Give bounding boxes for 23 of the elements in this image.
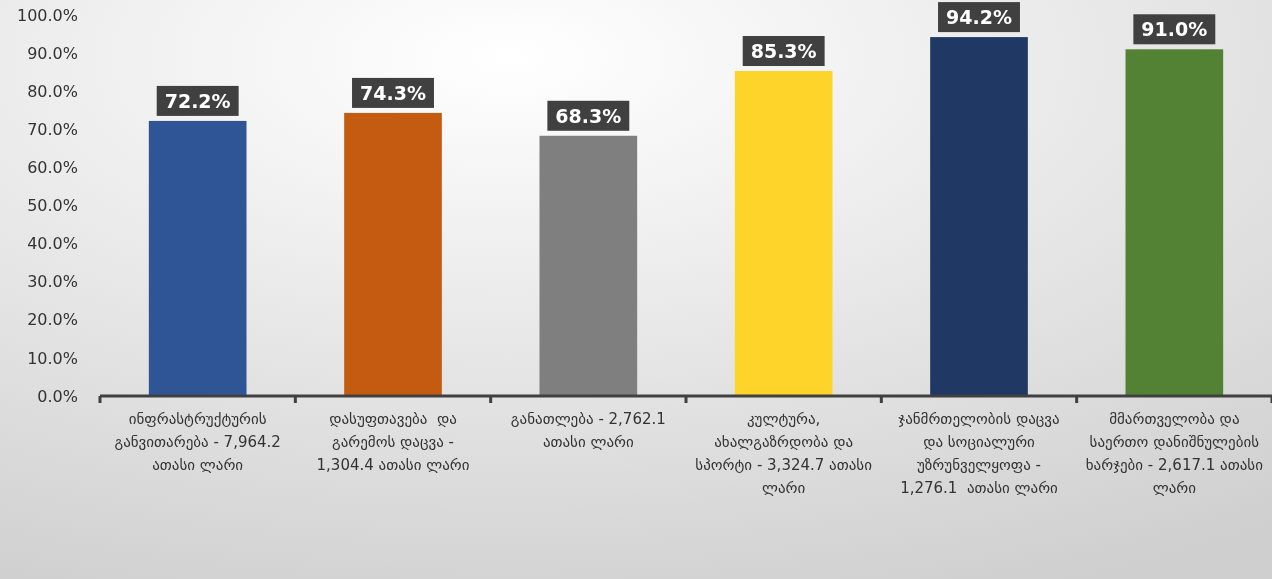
y-tick-label: 60.0%	[27, 158, 78, 178]
data-label: 94.2%	[946, 6, 1012, 29]
y-tick-label: 10.0%	[27, 348, 78, 368]
x-tick-label: ჯანმრთელობის დაცვა და სოციალური უზრუნველყოფა - 1,276.1 ათასი ლარი	[898, 410, 1060, 497]
y-tick-label: 0.0%	[37, 386, 78, 406]
y-tick-label: 50.0%	[27, 196, 78, 216]
data-label: 68.3%	[555, 104, 622, 127]
data-label: 74.3%	[360, 81, 426, 104]
y-tick-label: 40.0%	[27, 234, 78, 254]
y-tick-label: 90.0%	[27, 43, 78, 63]
y-tick-label: 20.0%	[27, 310, 78, 330]
x-tick-label: მმართველობა და საერთო დანიშნულების ხარჯები - 2,617.1 ათასი ლარი	[1085, 410, 1264, 497]
x-tick-label: ინფრასტრუქტურის განვითარება - 7,964.2 ათასი ლარი	[114, 410, 281, 474]
y-tick-label: 80.0%	[27, 81, 78, 101]
x-tick-label: კულტურა, ახალგაზრდობა და სპორტი - 3,324.7 ათასი ლარი	[695, 410, 873, 497]
x-tick-label: განათლება - 2,762.1 ათასი ლარი	[510, 410, 666, 451]
y-tick-label: 100.0%	[16, 5, 78, 25]
y-tick-label: 30.0%	[27, 272, 78, 292]
data-label: 85.3%	[750, 40, 817, 63]
x-tick-label: დასუფთავება და გარემოს დაცვა - 1,304.4 ათასი ლარი	[316, 410, 470, 474]
data-label: 91.0%	[1141, 18, 1208, 41]
data-label: 72.2%	[164, 89, 231, 112]
y-tick-label: 70.0%	[27, 119, 78, 139]
